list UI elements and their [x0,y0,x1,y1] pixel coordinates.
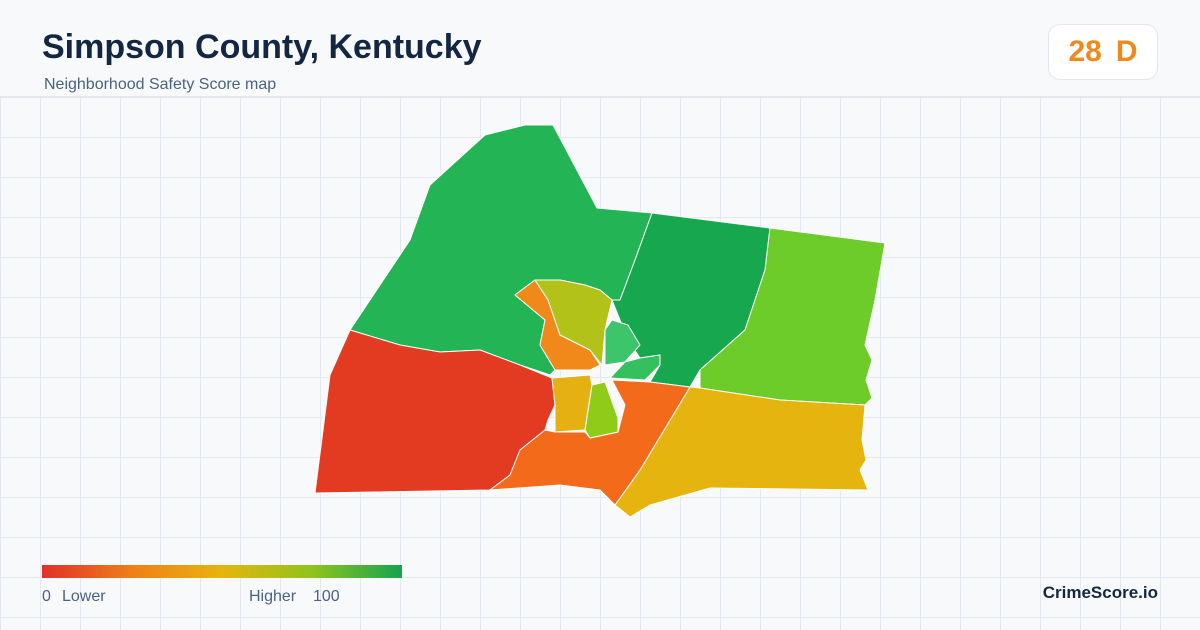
region [314,329,556,494]
region [609,354,661,381]
score-value: 28 [1068,35,1102,68]
legend-gradient [42,565,402,578]
region [699,227,886,406]
region [614,386,869,518]
score-grade: D [1115,35,1138,68]
brand: CrimeScore.io [1042,583,1158,602]
subtitle: Neighborhood Safety Score map [44,76,277,93]
header: Simpson County, Kentucky Neighborhood Sa… [0,0,1200,97]
legend-min: 0 [42,588,51,605]
region [604,319,641,366]
title: Simpson County, Kentucky [42,28,482,66]
region [489,379,691,506]
region [584,381,619,439]
score-badge: 28 D [1048,24,1158,80]
legend-max-label: Higher [249,588,297,605]
legend-max: 100 [313,588,340,605]
legend-min-label: Lower [62,588,106,605]
